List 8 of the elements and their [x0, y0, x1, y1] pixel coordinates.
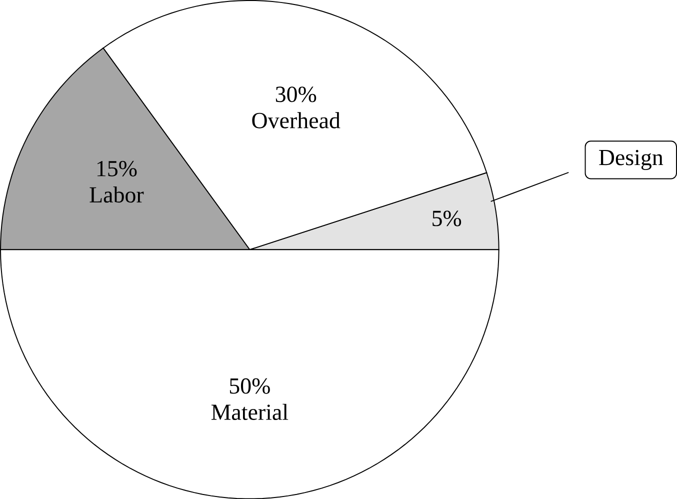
slice-label: Overhead: [252, 112, 340, 128]
data-label: 50%: [230, 378, 270, 394]
slice-label: Labor: [90, 186, 144, 202]
data-label: 15%: [97, 160, 137, 176]
data-label: 30%: [276, 86, 316, 102]
slice-label: Material: [211, 404, 288, 420]
legend-label: Design: [599, 150, 664, 170]
data-label: 5%: [432, 210, 462, 226]
